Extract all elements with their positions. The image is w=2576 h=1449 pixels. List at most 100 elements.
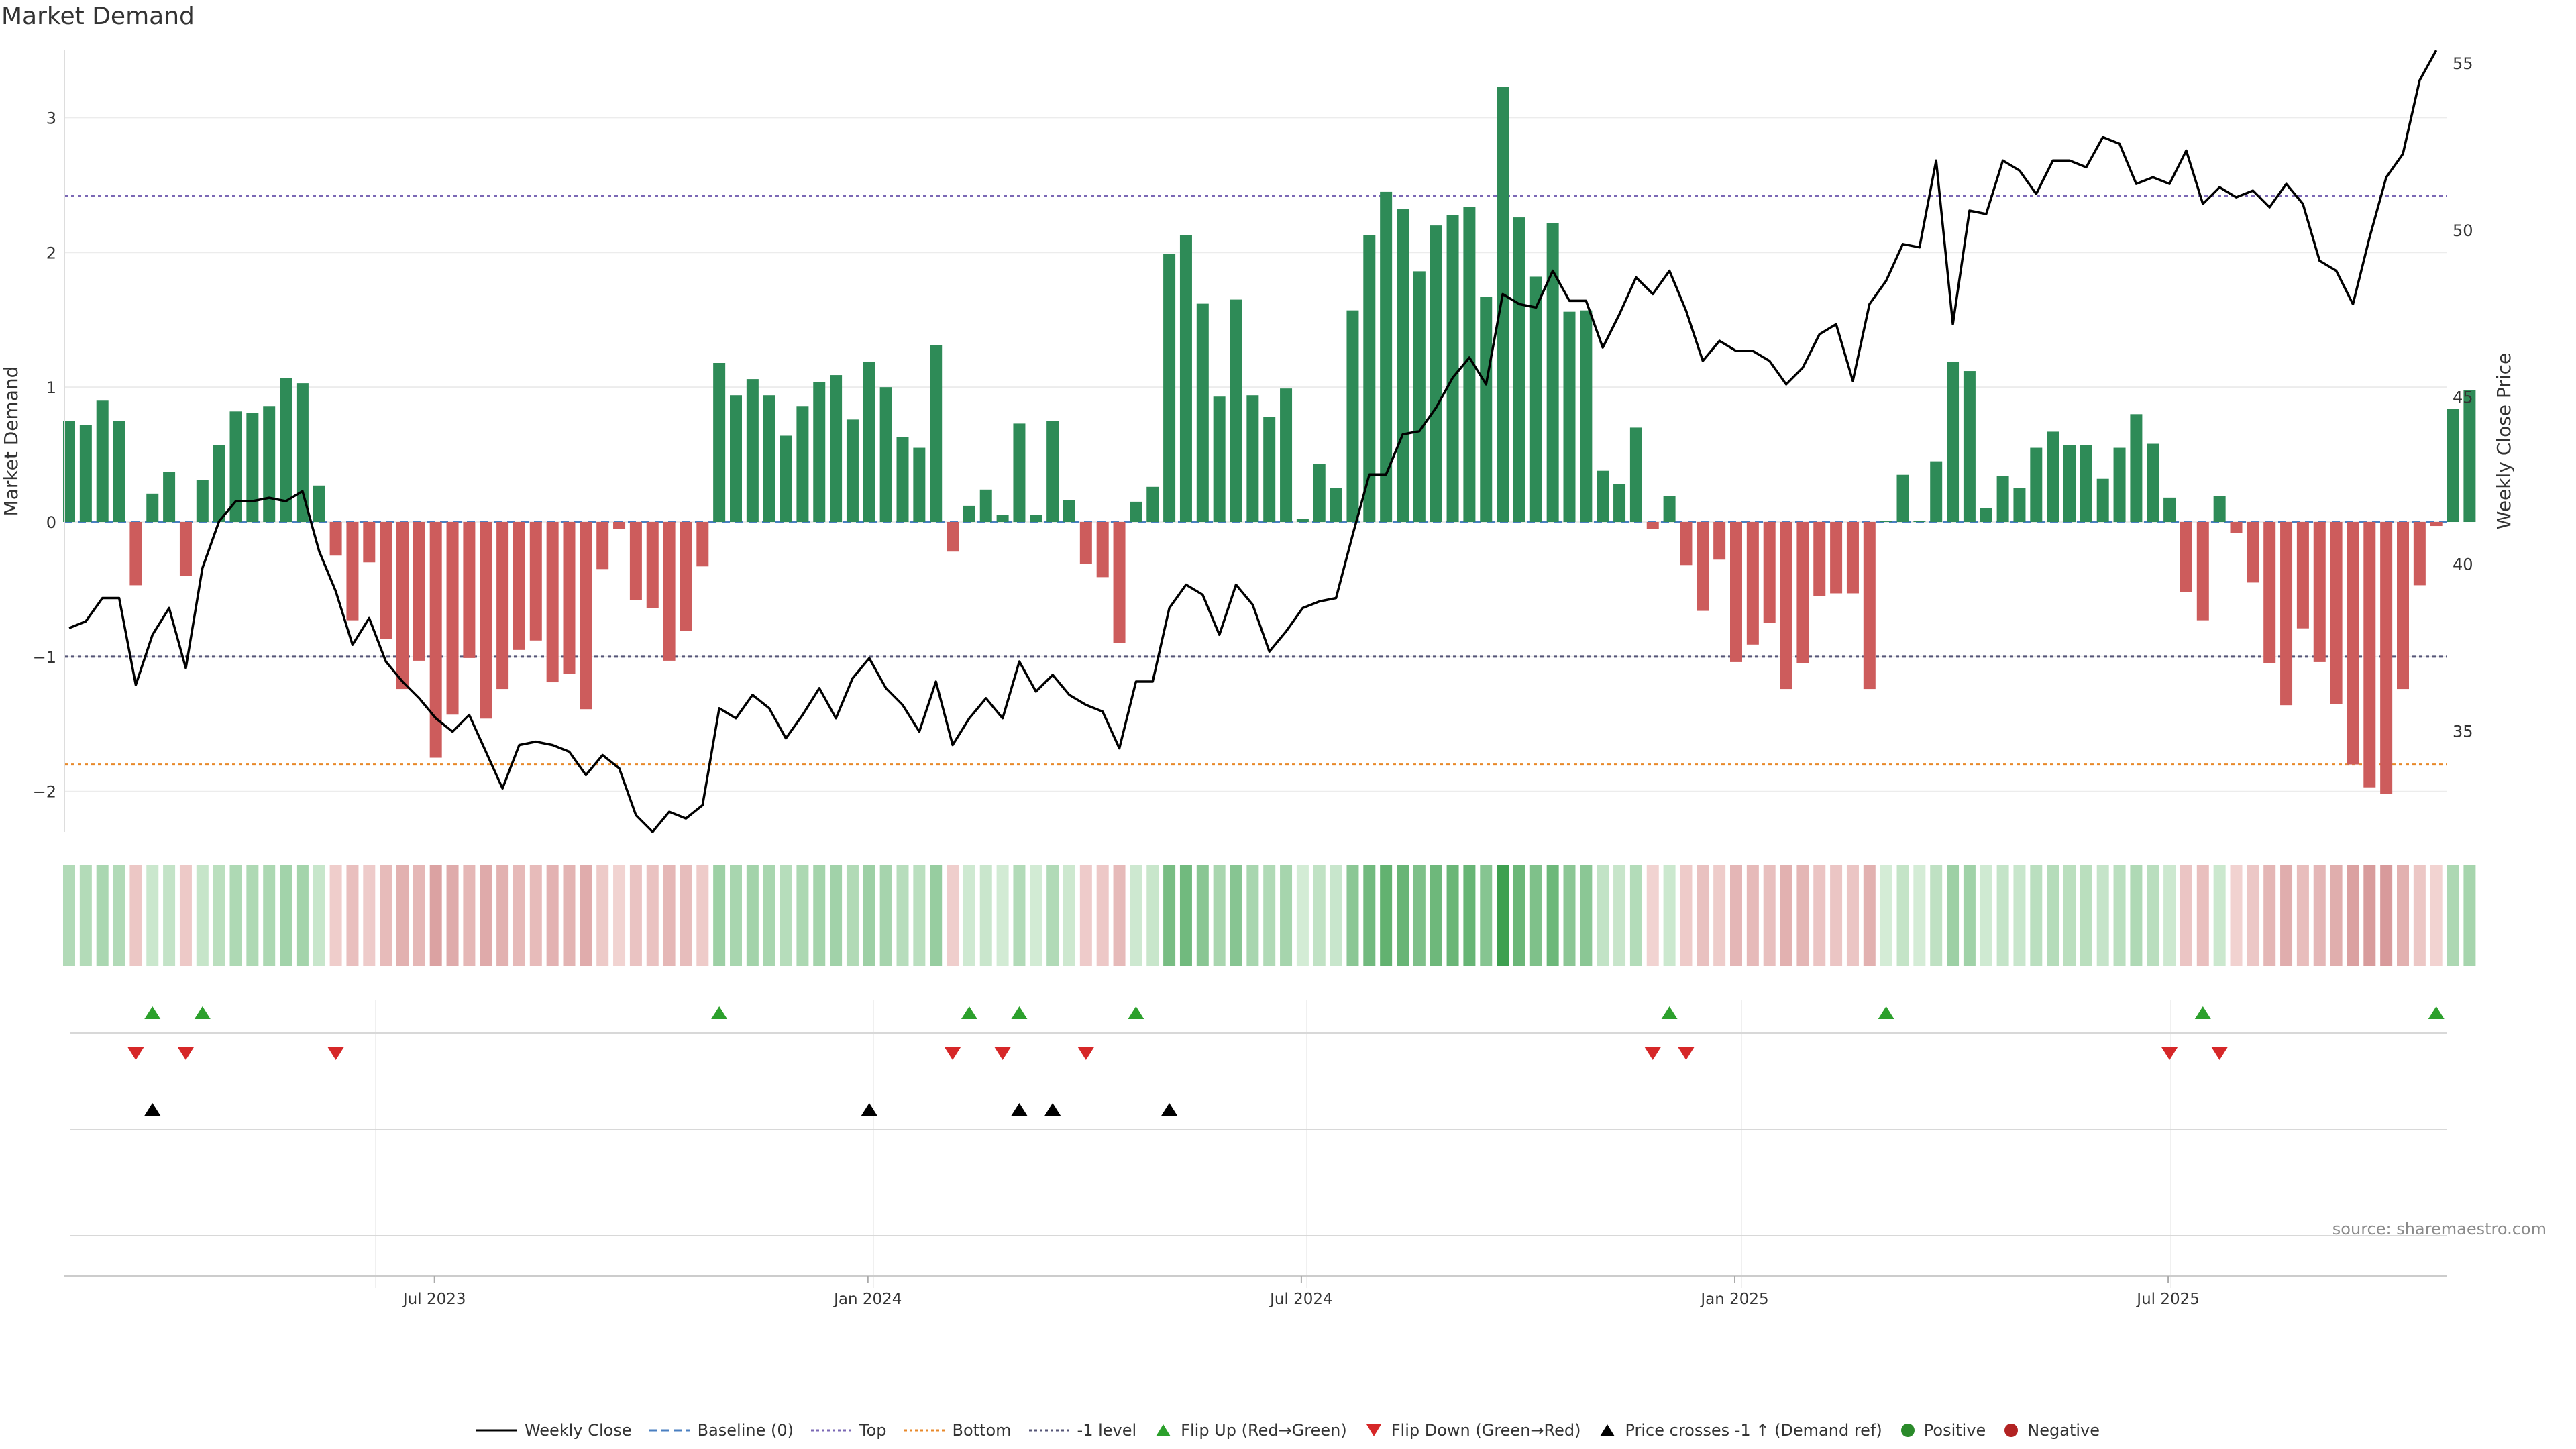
- legend-price-cross: Price crosses -1 ↑ (Demand ref): [1598, 1421, 1882, 1440]
- demand-bar-positive: [263, 406, 276, 523]
- heat-cell: [896, 865, 909, 966]
- legend-label: Flip Down (Green→Red): [1391, 1421, 1581, 1440]
- demand-bar-positive: [896, 437, 909, 523]
- y2-tick-label: 40: [2453, 555, 2473, 574]
- heat-cell: [1330, 865, 1342, 966]
- demand-bar-positive: [1380, 191, 1393, 523]
- demand-bar-positive: [1179, 235, 1192, 523]
- demand-bar-positive: [730, 395, 742, 523]
- demand-bar-positive: [1063, 500, 1075, 523]
- demand-bar-negative: [480, 522, 492, 719]
- heat-cell: [1746, 865, 1759, 966]
- heat-cell: [1813, 865, 1826, 966]
- flip-down-marker: [2161, 1047, 2178, 1060]
- demand-bar-positive: [1146, 486, 1159, 523]
- flip-up-marker: [1011, 1006, 1028, 1019]
- heat-cell: [596, 865, 609, 966]
- demand-bar-negative: [129, 522, 142, 586]
- heat-cell: [879, 865, 892, 966]
- heat-cell: [1263, 865, 1276, 966]
- heat-cell: [2330, 865, 2343, 966]
- demand-bar-positive: [2447, 409, 2459, 523]
- demand-bar-negative: [596, 522, 609, 570]
- flip-down-marker: [127, 1047, 144, 1060]
- demand-bar-positive: [1196, 303, 1209, 523]
- triangle-up-icon: [1600, 1424, 1615, 1436]
- demand-bar-positive: [2013, 488, 2026, 523]
- demand-heat-strip: [63, 865, 2476, 966]
- demand-bar-positive: [1546, 223, 1559, 523]
- demand-bar-negative: [179, 522, 192, 576]
- heat-cell: [2180, 865, 2192, 966]
- demand-bar-negative: [546, 522, 559, 683]
- heat-cell: [313, 865, 325, 966]
- demand-bar-positive: [930, 345, 943, 523]
- demand-bar-positive: [313, 485, 325, 523]
- demand-bar-positive: [1980, 508, 1992, 523]
- demand-bar-negative: [629, 522, 642, 600]
- demand-bar-positive: [280, 378, 292, 523]
- demand-bar-positive: [996, 515, 1009, 523]
- source-credit: source: sharemaestro.com: [2332, 1220, 2546, 1238]
- heat-cell: [1030, 865, 1042, 966]
- heat-cell: [363, 865, 376, 966]
- demand-bar-negative: [1113, 522, 1126, 643]
- triangle-up-icon: [1156, 1424, 1171, 1436]
- flip-up-marker: [1878, 1006, 1894, 1019]
- heat-cell: [1497, 865, 1509, 966]
- demand-bar-positive: [2047, 431, 2059, 523]
- heat-cell: [1280, 865, 1293, 966]
- heat-cell: [2380, 865, 2393, 966]
- demand-bar-negative: [1746, 522, 1759, 645]
- legend-label: Negative: [2027, 1421, 2100, 1440]
- demand-bar-positive: [1130, 501, 1142, 523]
- demand-bar-positive: [1213, 396, 1226, 523]
- heat-cell: [996, 865, 1009, 966]
- demand-bar-negative: [413, 522, 425, 661]
- demand-bar-positive: [1896, 474, 1909, 523]
- heat-cell: [1346, 865, 1359, 966]
- demand-bar-negative: [563, 522, 576, 674]
- heat-cell: [513, 865, 525, 966]
- demand-bar-positive: [913, 447, 926, 523]
- heat-cell: [2230, 865, 2243, 966]
- flip-up-marker: [194, 1006, 211, 1019]
- heat-cell: [780, 865, 792, 966]
- demand-bar-positive: [1480, 297, 1493, 523]
- heat-cell: [1763, 865, 1776, 966]
- heat-cell: [646, 865, 659, 966]
- heat-cell: [146, 865, 159, 966]
- flip-up-marker: [1661, 1006, 1678, 1019]
- flip-up-marker: [961, 1006, 977, 1019]
- legend-label: Price crosses -1 ↑ (Demand ref): [1625, 1421, 1882, 1440]
- heat-cell: [563, 865, 576, 966]
- heat-cell: [246, 865, 259, 966]
- heat-cell: [1796, 865, 1809, 966]
- weekly-close-line: [68, 50, 2438, 833]
- heat-cell: [1730, 865, 1742, 966]
- heat-cell: [1580, 865, 1593, 966]
- demand-bar-positive: [79, 425, 92, 523]
- demand-bar-negative: [2363, 522, 2376, 788]
- heat-cell: [1680, 865, 1693, 966]
- heat-cell: [629, 865, 642, 966]
- heat-cell: [1896, 865, 1909, 966]
- heat-cell: [213, 865, 225, 966]
- heat-cell: [680, 865, 692, 966]
- demand-bar-negative: [2313, 522, 2326, 662]
- heat-cell: [1697, 865, 1709, 966]
- heat-cell: [730, 865, 742, 966]
- heat-cell: [2130, 865, 2143, 966]
- heat-cell: [2213, 865, 2226, 966]
- heat-cell: [1063, 865, 1075, 966]
- legend-label: Weekly Close: [524, 1421, 632, 1440]
- heat-cell: [1446, 865, 1459, 966]
- heat-cell: [263, 865, 276, 966]
- x-axis: Jul 2023 Jan 2024 Jul 2024 Jan 2025 Jul 2025: [64, 1275, 2447, 1308]
- demand-bar-negative: [1830, 522, 1843, 594]
- heat-cell: [446, 865, 459, 966]
- dashed-line-icon: [649, 1429, 690, 1432]
- demand-bar-negative: [1697, 522, 1709, 611]
- heat-cell: [1613, 865, 1626, 966]
